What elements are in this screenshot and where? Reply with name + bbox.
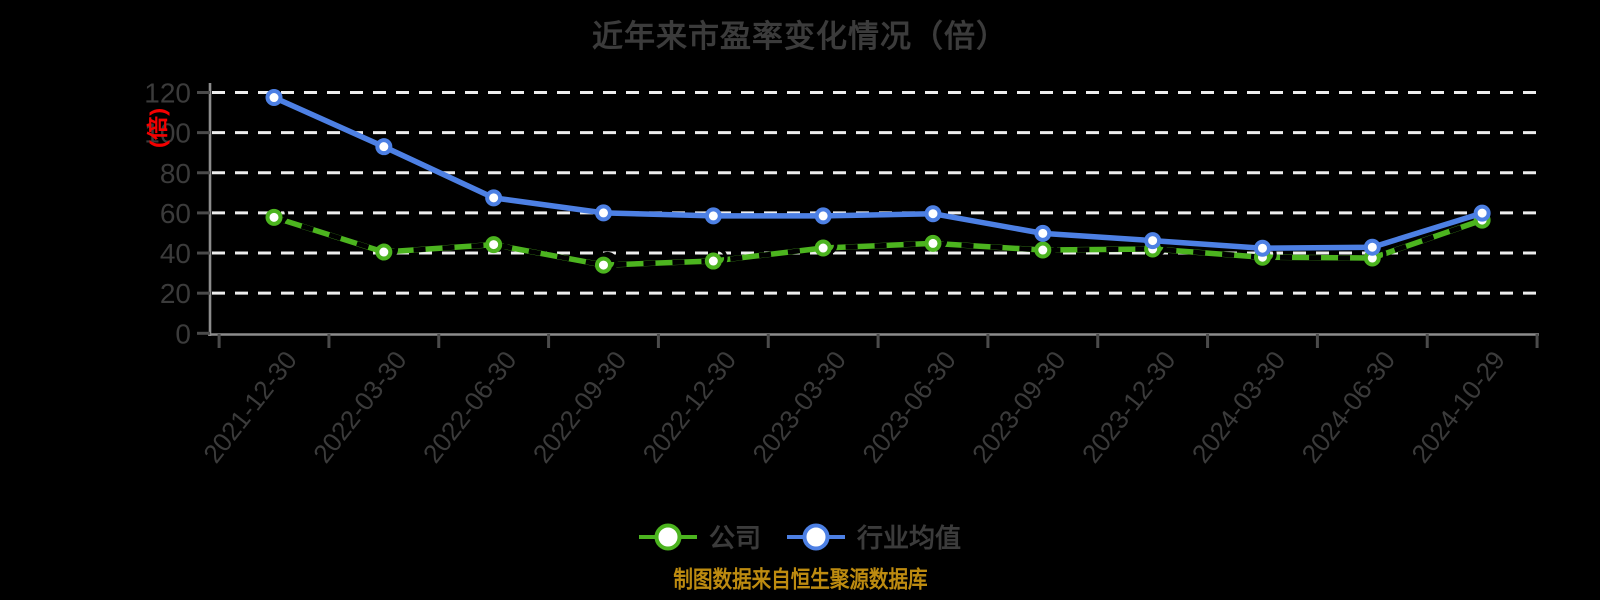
data-point-company [485,236,503,254]
data-point-industry [1363,238,1381,256]
series-line-company [273,214,1484,268]
data-point-industry [1144,232,1162,250]
data-point-company [375,243,393,261]
legend-item-industry: 行业均值 [787,518,961,555]
y-tick-label: 100 [144,118,191,149]
x-tick-label: 2023-12-30 [1076,345,1182,468]
data-point-company [924,234,942,252]
x-tick-label: 2021-12-30 [197,345,303,468]
legend-label-company: 公司 [708,523,761,553]
data-point-company [1034,241,1052,259]
data-point-industry [485,189,503,207]
y-tick-label: 120 [144,78,191,109]
legend-label-industry: 行业均值 [857,523,962,553]
chart-title: 近年来市盈率变化情况（倍） [592,19,1008,54]
data-point-company [265,208,283,226]
x-tick-label: 2024-03-30 [1186,345,1292,468]
series-line-industry [272,95,1483,251]
data-point-industry [375,138,393,156]
legend: 公司 行业均值 [0,518,1600,555]
data-point-industry [1034,224,1052,242]
y-axis-unit-label: (倍) [147,107,170,149]
ghost-dashed-line [273,214,1483,268]
legend-item-company: 公司 [638,518,761,555]
data-point-company [704,252,722,270]
data-point-industry [704,207,722,225]
x-tick-label: 2023-03-30 [746,345,852,468]
data-source-note: 制图数据来自恒生聚源数据库 [672,566,928,592]
y-tick-label: 80 [160,158,191,189]
y-tick-label: 0 [175,318,191,349]
legend-marker-company-icon [638,523,697,550]
y-tick-label: 60 [160,198,191,229]
x-tick-label: 2022-12-30 [637,345,743,468]
data-point-industry [1473,204,1491,222]
x-tick-label: 2023-06-30 [856,345,962,468]
data-point-industry [924,205,942,223]
x-tick-label: 2022-09-30 [527,345,633,468]
x-tick-label: 2023-09-30 [966,345,1072,468]
y-tick-label: 40 [160,238,191,269]
x-tick-label: 2024-06-30 [1296,345,1402,468]
y-tick-label: 20 [160,278,191,309]
x-tick-label: 2022-03-30 [307,345,413,468]
legend-marker-industry-icon [787,523,845,550]
data-point-industry [265,89,283,107]
data-point-industry [814,207,832,225]
data-point-company [594,256,612,274]
data-point-industry [594,204,612,222]
x-tick-label: 2022-06-30 [417,345,523,468]
data-point-company [814,239,832,257]
x-tick-label: 2024-10-29 [1405,345,1511,468]
data-point-industry [1253,239,1271,257]
